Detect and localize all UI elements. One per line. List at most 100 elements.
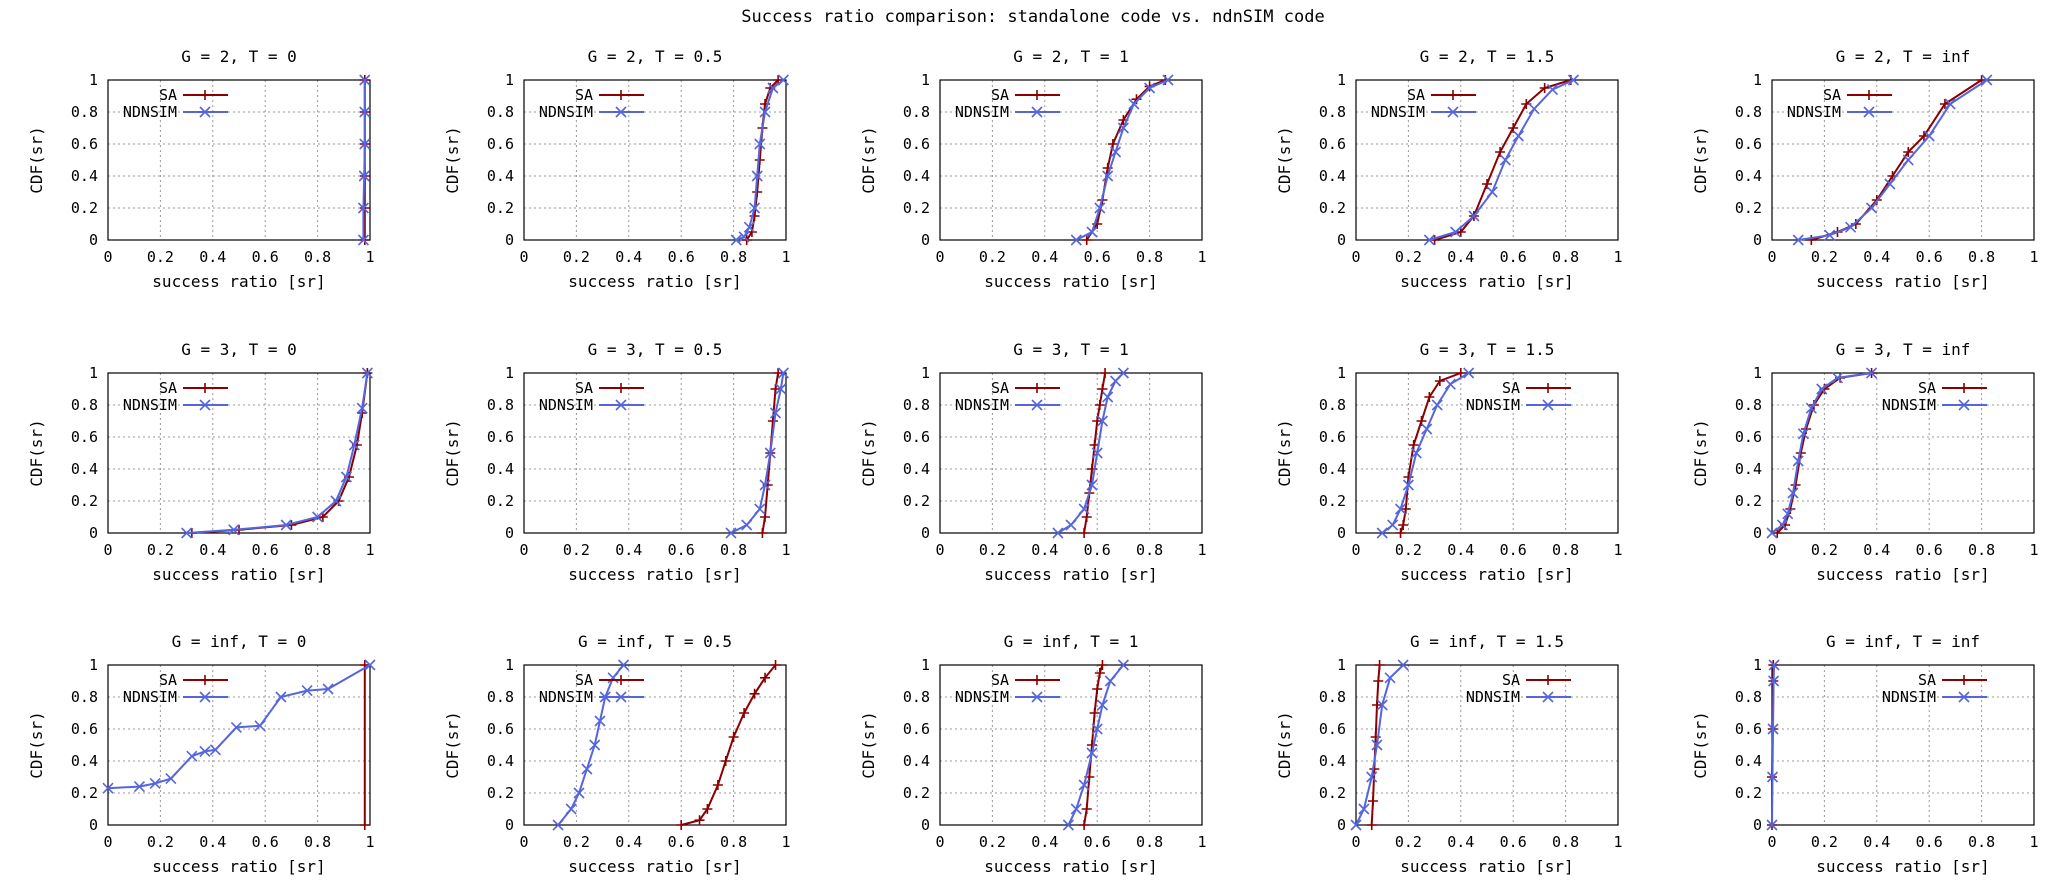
data-point-ndnsim: [1845, 221, 1857, 233]
data-point-ndnsim: [754, 503, 766, 515]
x-tick-label: 0.4: [1447, 833, 1474, 851]
data-point-ndnsim: [1402, 479, 1414, 491]
x-tick-label: 0.6: [668, 248, 695, 266]
chart-title: G = inf, T = 1: [1004, 632, 1139, 651]
y-tick-label: 0: [921, 231, 930, 249]
data-point-ndnsim: [1981, 74, 1993, 86]
x-tick-label: 0.8: [720, 248, 747, 266]
series-line-ndnsim: [362, 80, 366, 240]
x-tick-label: 0.6: [1084, 248, 1111, 266]
data-point-ndnsim: [102, 782, 114, 794]
chart-title: G = 3, T = 1.5: [1420, 340, 1555, 359]
chart-title: G = 2, T = 0: [181, 47, 297, 66]
y-tick-label: 1: [1753, 71, 1762, 89]
data-point-ndnsim: [1782, 508, 1794, 520]
data-point-ndnsim: [1567, 74, 1580, 86]
x-tick-label: 0.6: [1500, 541, 1527, 559]
data-point-sa: [749, 211, 760, 221]
legend-label-sa: SA: [1502, 379, 1520, 397]
x-tick-label: 1: [365, 833, 374, 851]
y-tick-label: 0: [921, 524, 930, 542]
x-axis-label: success ratio [sr]: [1816, 857, 1989, 876]
y-tick-label: 0.2: [487, 199, 514, 217]
data-point-ndnsim: [254, 720, 266, 732]
y-tick-label: 1: [921, 364, 930, 382]
data-point-ndnsim: [1816, 383, 1828, 395]
y-tick-label: 0.8: [1735, 103, 1762, 121]
data-point-sa: [770, 660, 781, 670]
y-tick-label: 1: [921, 71, 930, 89]
data-point-ndnsim: [777, 74, 789, 86]
y-tick-label: 0: [1337, 524, 1346, 542]
data-point-ndnsim: [356, 402, 368, 414]
chart-panel-15: 0 0.2 0.4 0.6 0.8 1 0 0.2 0.4 0.6 0.8 1 G = inf, T =…: [1691, 632, 2039, 876]
plot-frame: [939, 372, 1203, 534]
x-axis-label: success ratio [sr]: [1400, 272, 1573, 291]
y-tick-label: 0.4: [903, 460, 930, 478]
data-point-ndnsim: [1468, 210, 1480, 222]
x-tick-label: 0.6: [252, 833, 279, 851]
data-point-ndnsim: [230, 721, 242, 733]
data-point-ndnsim: [741, 519, 753, 531]
y-tick-label: 0.2: [1735, 199, 1762, 217]
data-point-ndnsim: [1062, 819, 1074, 831]
y-tick-label: 0: [1753, 231, 1762, 249]
data-point-ndnsim: [1767, 723, 1779, 735]
data-point-ndnsim: [1070, 803, 1082, 815]
data-point-ndnsim: [1104, 675, 1116, 687]
plot-frame: [523, 372, 787, 534]
y-tick-label: 0.2: [71, 199, 98, 217]
legend-label-ndnsim: NDNSIM: [955, 396, 1009, 414]
data-point-ndnsim: [348, 439, 360, 451]
series-line-ndnsim: [1429, 79, 1574, 241]
data-point-sa: [1398, 520, 1409, 530]
x-tick-label: 0.6: [252, 248, 279, 266]
series-line-ndnsim: [1075, 79, 1169, 241]
legend-label-ndnsim: NDNSIM: [1466, 396, 1520, 414]
legend-marker-ndnsim: [1863, 106, 1875, 118]
chart-panel-2: 0 0.2 0.4 0.6 0.8 1 0 0.2 0.4 0.6 0.8 1 G = 2, T = 0…: [443, 47, 791, 291]
data-point-ndnsim: [1091, 447, 1103, 459]
plot-frame: [1771, 372, 2035, 534]
x-tick-label: 0.2: [979, 833, 1006, 851]
x-tick-label: 1: [781, 248, 790, 266]
y-axis-label: CDF(sr): [859, 711, 878, 778]
y-tick-label: 0.8: [903, 103, 930, 121]
x-axis-label: success ratio [sr]: [568, 857, 741, 876]
data-point-ndnsim: [358, 170, 370, 182]
y-tick-label: 0.2: [1319, 492, 1346, 510]
data-point-sa: [1092, 416, 1103, 426]
data-point-sa: [1079, 820, 1090, 830]
chart-panel-3: 0 0.2 0.4 0.6 0.8 1 0 0.2 0.4 0.6 0.8 1 G = 2, T = 1…: [859, 47, 1207, 291]
y-tick-label: 0: [89, 524, 98, 542]
data-point-sa: [757, 528, 768, 538]
chart-title: G = 3, T = 0: [181, 340, 297, 359]
x-tick-label: 0.8: [1136, 833, 1163, 851]
x-axis-label: success ratio [sr]: [984, 857, 1157, 876]
data-point-sa: [1374, 660, 1385, 670]
data-point-ndnsim: [1350, 819, 1362, 831]
data-point-ndnsim: [1923, 130, 1935, 142]
legend-label-sa: SA: [159, 86, 177, 104]
y-tick-label: 0: [1337, 816, 1346, 834]
data-point-sa: [1107, 139, 1118, 149]
x-tick-label: 1: [1613, 833, 1622, 851]
data-point-ndnsim: [1102, 170, 1114, 182]
data-point-sa: [1100, 368, 1111, 378]
data-point-ndnsim: [149, 777, 161, 789]
data-point-ndnsim: [1128, 98, 1140, 110]
y-tick-label: 0.8: [71, 103, 98, 121]
y-tick-label: 0.2: [487, 492, 514, 510]
y-axis-label: CDF(sr): [27, 126, 46, 193]
data-point-ndnsim: [1902, 154, 1914, 166]
data-point-ndnsim: [767, 82, 779, 94]
data-point-ndnsim: [769, 407, 782, 419]
x-axis-label: success ratio [sr]: [1400, 565, 1573, 584]
y-tick-label: 0.6: [1319, 428, 1346, 446]
data-point-ndnsim: [186, 750, 198, 762]
data-point-sa: [359, 820, 370, 830]
data-point-sa: [1373, 676, 1384, 686]
legend-marker-sa: [1543, 675, 1553, 685]
legend-marker-ndnsim: [199, 399, 211, 411]
